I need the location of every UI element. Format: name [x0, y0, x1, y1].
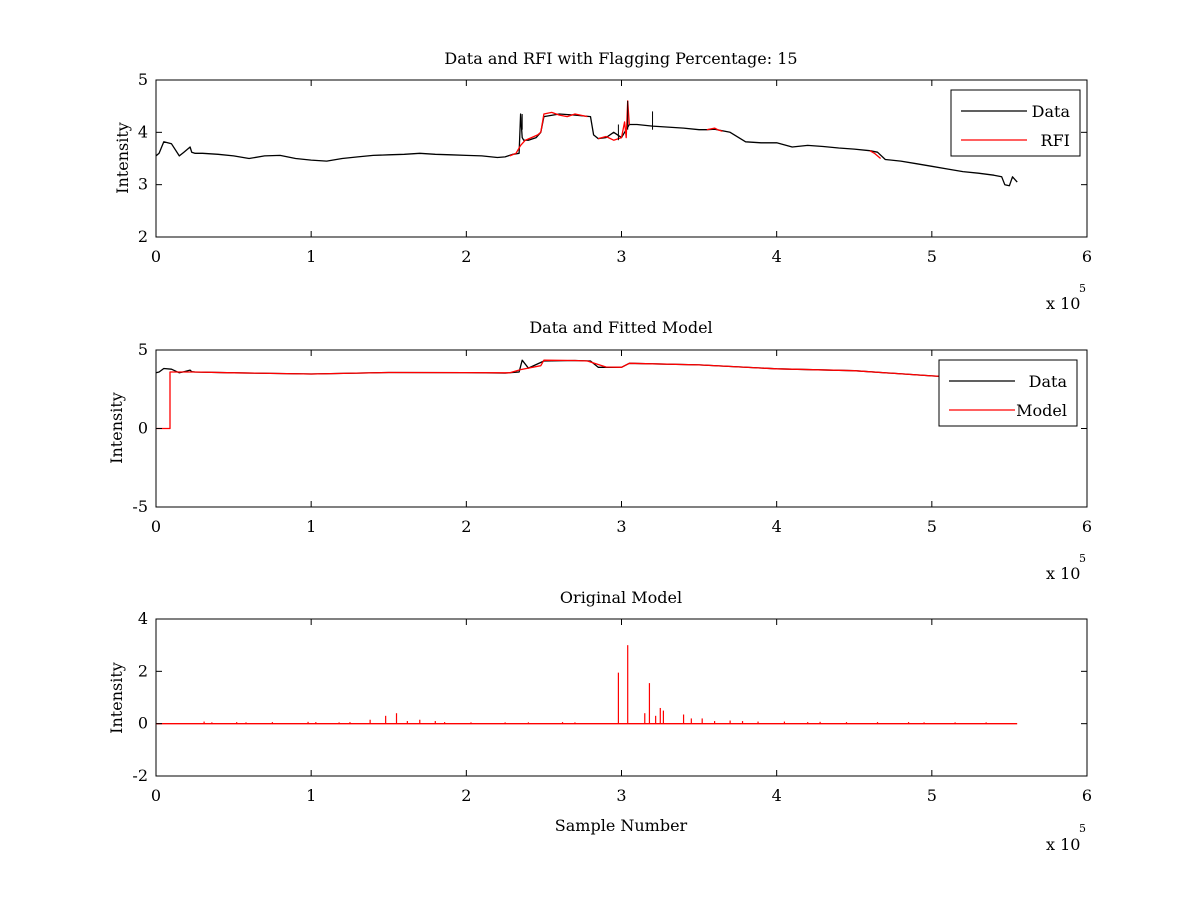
- x-tick-label: 4: [772, 517, 782, 536]
- x-tick-label: 5: [927, 517, 937, 536]
- x-tick-label: 0: [151, 247, 161, 266]
- legend: Data Model: [938, 359, 1078, 427]
- x-tick-label: 0: [151, 517, 161, 536]
- data-layer: [156, 645, 1018, 725]
- y-axis-label: Intensity: [107, 662, 126, 734]
- y-tick-label: 5: [138, 340, 148, 359]
- y-tick-label: 3: [138, 175, 148, 194]
- axes-box: [155, 618, 1088, 777]
- x-multiplier-exponent: 5: [1079, 282, 1086, 295]
- y-tick-label: 5: [138, 70, 148, 89]
- series-line-data: [156, 113, 1018, 187]
- legend-label-data: Data: [1032, 102, 1071, 121]
- series-line-rfi: [540, 111, 588, 133]
- x-multiplier-base: x 10: [1046, 564, 1080, 583]
- y-tick-label: 2: [138, 661, 148, 680]
- x-tick-label: 2: [461, 247, 471, 266]
- x-tick-label: 2: [461, 517, 471, 536]
- x-multiplier-base: x 10: [1046, 835, 1080, 854]
- x-tick-label: 6: [1082, 247, 1092, 266]
- x-tick-label: 1: [306, 247, 316, 266]
- legend-label-data: Data: [1029, 372, 1068, 391]
- legend-box: [950, 89, 1081, 157]
- y-tick-label: 0: [138, 714, 148, 733]
- y-axis-label: Intensity: [113, 122, 132, 194]
- x-tick-label: 4: [772, 247, 782, 266]
- legend-box: [938, 359, 1078, 427]
- x-tick-label: 3: [616, 517, 626, 536]
- y-tick-label: -2: [132, 766, 148, 785]
- panel-title: Data and Fitted Model: [529, 318, 712, 337]
- x-tick-label: 5: [927, 247, 937, 266]
- y-tick-label: -5: [132, 497, 148, 516]
- data-layer: [156, 359, 1010, 430]
- x-tick-label: 0: [151, 786, 161, 805]
- plot-area: 0 1 2 3 4 5 6-505: [132, 340, 1092, 536]
- panel-original-model: Original Model Intensity Sample Number x…: [107, 588, 1092, 854]
- x-multiplier-base: x 10: [1046, 294, 1080, 313]
- x-multiplier-exponent: 5: [1079, 552, 1086, 565]
- x-tick-label: 4: [772, 786, 782, 805]
- x-tick-label: 3: [616, 786, 626, 805]
- y-axis-label: Intensity: [107, 392, 126, 464]
- x-tick-label: 3: [616, 247, 626, 266]
- data-layer: [156, 100, 1018, 187]
- y-tick-label: 2: [138, 227, 148, 246]
- series-line-rfi: [706, 127, 723, 132]
- x-multiplier-exponent: 5: [1079, 822, 1086, 835]
- legend-label-rfi: RFI: [1041, 131, 1070, 150]
- panel-title: Original Model: [560, 588, 682, 607]
- y-tick-label: 4: [138, 122, 148, 141]
- panel-title: Data and RFI with Flagging Percentage: 1…: [444, 49, 797, 68]
- x-tick-label: 1: [306, 786, 316, 805]
- series-line-rfi: [869, 150, 882, 159]
- y-tick-label: 4: [138, 609, 148, 628]
- legend: Data RFI: [950, 89, 1081, 157]
- y-tick-label: 0: [138, 419, 148, 438]
- series-line-model: [156, 359, 1010, 430]
- legend-label-model: Model: [1016, 401, 1067, 420]
- x-axis-label: Sample Number: [555, 816, 688, 835]
- plot-area: 0 1 2 3 4 5 6 2 3 4 5: [138, 70, 1092, 266]
- panel-data-and-model: Data and Fitted Model Intensity x 10 5 0…: [107, 318, 1092, 583]
- panel-data-and-rfi: Data and RFI with Flagging Percentage: 1…: [113, 49, 1092, 313]
- x-tick-label: 6: [1082, 517, 1092, 536]
- x-tick-label: 5: [927, 786, 937, 805]
- x-tick-label: 2: [461, 786, 471, 805]
- x-tick-label: 1: [306, 517, 316, 536]
- x-tick-label: 6: [1082, 786, 1092, 805]
- series-line-rfi: [509, 131, 542, 157]
